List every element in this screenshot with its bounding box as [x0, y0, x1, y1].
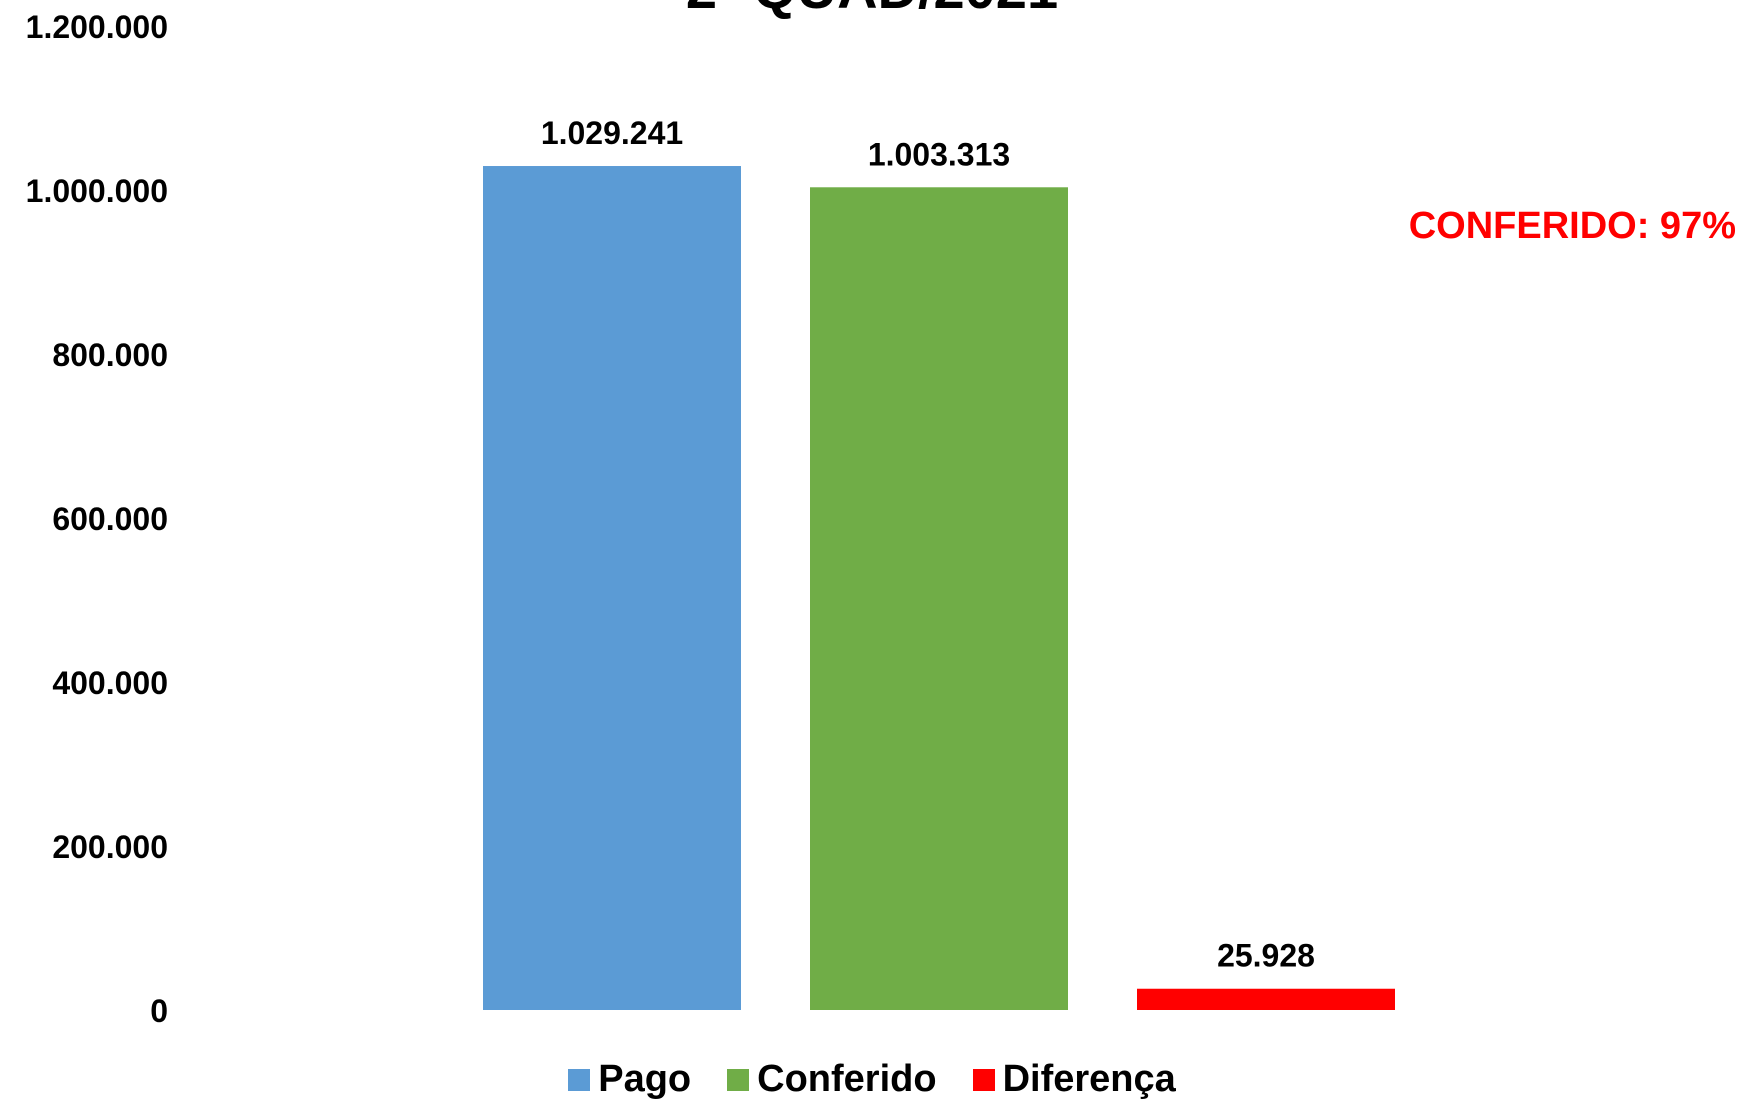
legend-label: Conferido — [757, 1058, 937, 1100]
data-label: 1.029.241 — [541, 115, 683, 151]
legend-label: Pago — [598, 1058, 692, 1100]
y-tick-label: 1.000.000 — [26, 173, 168, 209]
y-tick-label: 400.000 — [52, 665, 168, 701]
legend-swatch — [568, 1068, 591, 1091]
bar-diferença — [1137, 988, 1395, 1010]
legend-swatch — [972, 1068, 995, 1091]
legend-item: Pago — [568, 1058, 691, 1101]
legend-item: Diferença — [972, 1058, 1176, 1101]
y-tick-label: 1.200.000 — [26, 9, 168, 45]
y-tick-label: 800.000 — [52, 337, 168, 373]
bar-conferido — [810, 187, 1068, 1011]
y-tick-label: 600.000 — [52, 501, 168, 537]
conferido-annotation: CONFERIDO: 97% — [1408, 205, 1736, 247]
data-label: 1.003.313 — [868, 136, 1010, 172]
plot-area: 0 200.000 400.000 600.000 800.000 1.000.000 1.… — [26, 9, 1395, 1029]
legend-swatch — [727, 1068, 750, 1091]
y-tick-label: 0 — [150, 993, 168, 1029]
legend-item: Conferido — [727, 1058, 937, 1101]
data-label: 25.928 — [1217, 938, 1315, 974]
legend-label: Diferença — [1002, 1058, 1176, 1100]
legend: Pago Conferido Diferença — [0, 1058, 1744, 1101]
chart-title: 2º QUAD/2021 — [0, 0, 1744, 21]
bar-pago — [483, 166, 741, 1010]
y-tick-label: 200.000 — [52, 829, 168, 865]
